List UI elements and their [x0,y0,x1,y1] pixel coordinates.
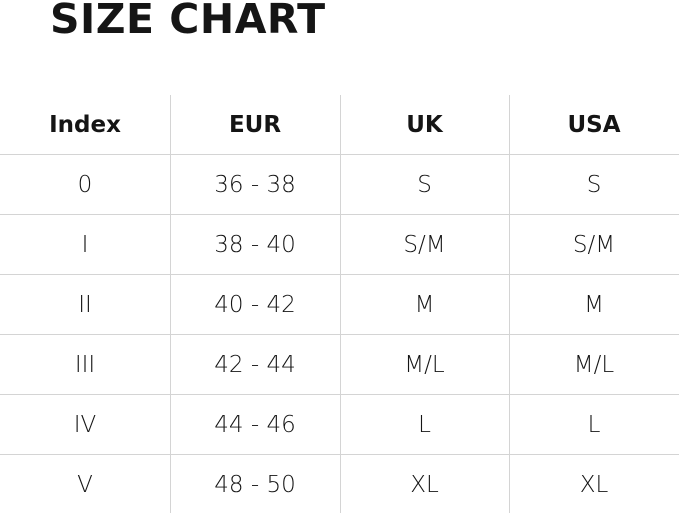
cell-uk: L [418,412,431,438]
cell-index: 0 [77,172,93,198]
cell-index: III [74,352,96,378]
page-title: SIZE CHART [50,0,326,43]
cell-uk: XL [410,472,439,498]
header-index: Index [49,112,121,138]
cell-eur: 48 - 50 [214,472,296,498]
row-divider [0,394,679,395]
row-divider [0,274,679,275]
header-uk: UK [406,112,443,138]
cell-index: II [78,292,92,318]
column-divider [509,95,510,513]
header-eur: EUR [228,112,282,138]
cell-usa: S [586,172,602,198]
cell-eur: 38 - 40 [214,232,296,258]
cell-index: V [77,472,93,498]
cell-usa: M/L [573,352,615,378]
column-divider [340,95,341,513]
cell-usa: XL [579,472,609,498]
cell-usa: S/M [572,232,616,258]
cell-eur: 40 - 42 [214,292,296,318]
cell-uk: M/L [404,352,445,378]
cell-eur: 44 - 46 [214,412,296,438]
row-divider [0,334,679,335]
cell-usa: L [587,412,601,438]
cell-usa: M [584,292,604,318]
row-divider [0,454,679,455]
cell-uk: S/M [403,232,446,258]
row-divider [0,154,679,155]
cell-index: IV [73,412,97,438]
cell-uk: M [414,292,435,318]
cell-index: I [81,232,89,258]
cell-eur: 36 - 38 [214,172,296,198]
column-divider [170,95,171,513]
header-usa: USA [567,112,621,138]
row-divider [0,214,679,215]
cell-eur: 42 - 44 [214,352,296,378]
cell-uk: S [417,172,432,198]
